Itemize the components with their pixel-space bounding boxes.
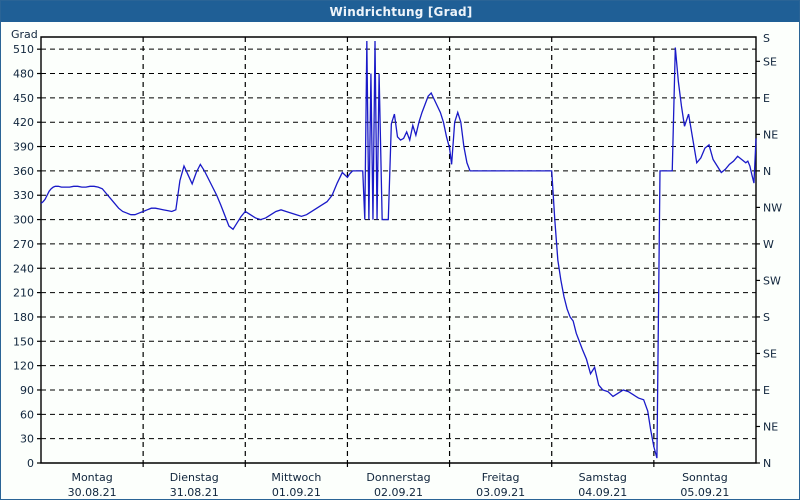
y-tick-label: 0 bbox=[27, 457, 34, 470]
y-tick-right-label: SE bbox=[763, 347, 777, 360]
y-tick-label: 120 bbox=[13, 360, 34, 373]
y-tick-label: 180 bbox=[13, 311, 34, 324]
axis-frame bbox=[40, 36, 757, 464]
x-axis-day-label: Montag bbox=[71, 471, 112, 484]
y-tick-label: 270 bbox=[13, 238, 34, 251]
y-tick-label: 510 bbox=[13, 43, 34, 56]
y-tick-right-label: S bbox=[763, 311, 770, 324]
y-tick-label: 150 bbox=[13, 335, 34, 348]
x-axis-date-label: 05.09.21 bbox=[680, 486, 729, 499]
x-axis-day-label: Sonntag bbox=[682, 471, 728, 484]
wind-direction-chart: 0 30 60 90 120 150 180 210 240 270 300 330 360 390 420… bbox=[11, 28, 782, 499]
y-tick-label: 300 bbox=[13, 214, 34, 227]
y-tick-label: 330 bbox=[13, 189, 34, 202]
x-axis-day-label: Freitag bbox=[482, 471, 520, 484]
y-tick-right-label: N bbox=[763, 165, 771, 178]
x-axis-date-label: 31.08.21 bbox=[170, 486, 219, 499]
y-tick-right-label: E bbox=[763, 92, 770, 105]
chart-plot-area: 0 30 60 90 120 150 180 210 240 270 300 330 360 390 420… bbox=[1, 22, 799, 499]
x-axis-day-label: Donnerstag bbox=[366, 471, 430, 484]
x-axis-date-label: 01.09.21 bbox=[272, 486, 321, 499]
series-line-wind-direction bbox=[40, 41, 757, 459]
y-tick-label: 30 bbox=[20, 433, 34, 446]
x-axis-day-label: Dienstag bbox=[170, 471, 219, 484]
y-tick-right-label: SW bbox=[763, 274, 781, 287]
x-axis-date-label: 04.09.21 bbox=[578, 486, 627, 499]
y-tick-right-label: E bbox=[763, 384, 770, 397]
y-tick-label: 60 bbox=[20, 408, 34, 421]
x-axis-date-label: 03.09.21 bbox=[476, 486, 525, 499]
x-axis-day-label: Mittwoch bbox=[271, 471, 321, 484]
x-axis-day-label: Samstag bbox=[579, 471, 627, 484]
y-tick-label: 360 bbox=[13, 165, 34, 178]
y-tick-label: 90 bbox=[20, 384, 34, 397]
y-tick-right-label: N bbox=[763, 457, 771, 470]
y-tick-right-label: NE bbox=[763, 420, 778, 433]
y-tick-label: 390 bbox=[13, 141, 34, 154]
window-title: Windrichtung [Grad] bbox=[329, 4, 473, 19]
y-tick-label: 420 bbox=[13, 116, 34, 129]
y-tick-right-label: NW bbox=[763, 201, 782, 214]
window-titlebar: Windrichtung [Grad] bbox=[1, 1, 799, 22]
y-axis-unit-label: Grad bbox=[11, 28, 38, 41]
y-tick-label: 240 bbox=[13, 262, 34, 275]
y-tick-label: 480 bbox=[13, 68, 34, 81]
y-tick-label: 450 bbox=[13, 92, 34, 105]
x-axis-date-label: 02.09.21 bbox=[374, 486, 423, 499]
x-axis-date-label: 30.08.21 bbox=[68, 486, 117, 499]
y-tick-right-label: NE bbox=[763, 128, 778, 141]
y-tick-right-label: W bbox=[763, 238, 774, 251]
y-tick-label: 210 bbox=[13, 287, 34, 300]
y-tick-right-label-top: S bbox=[763, 32, 770, 45]
y-tick-right-label: SE bbox=[763, 55, 777, 68]
